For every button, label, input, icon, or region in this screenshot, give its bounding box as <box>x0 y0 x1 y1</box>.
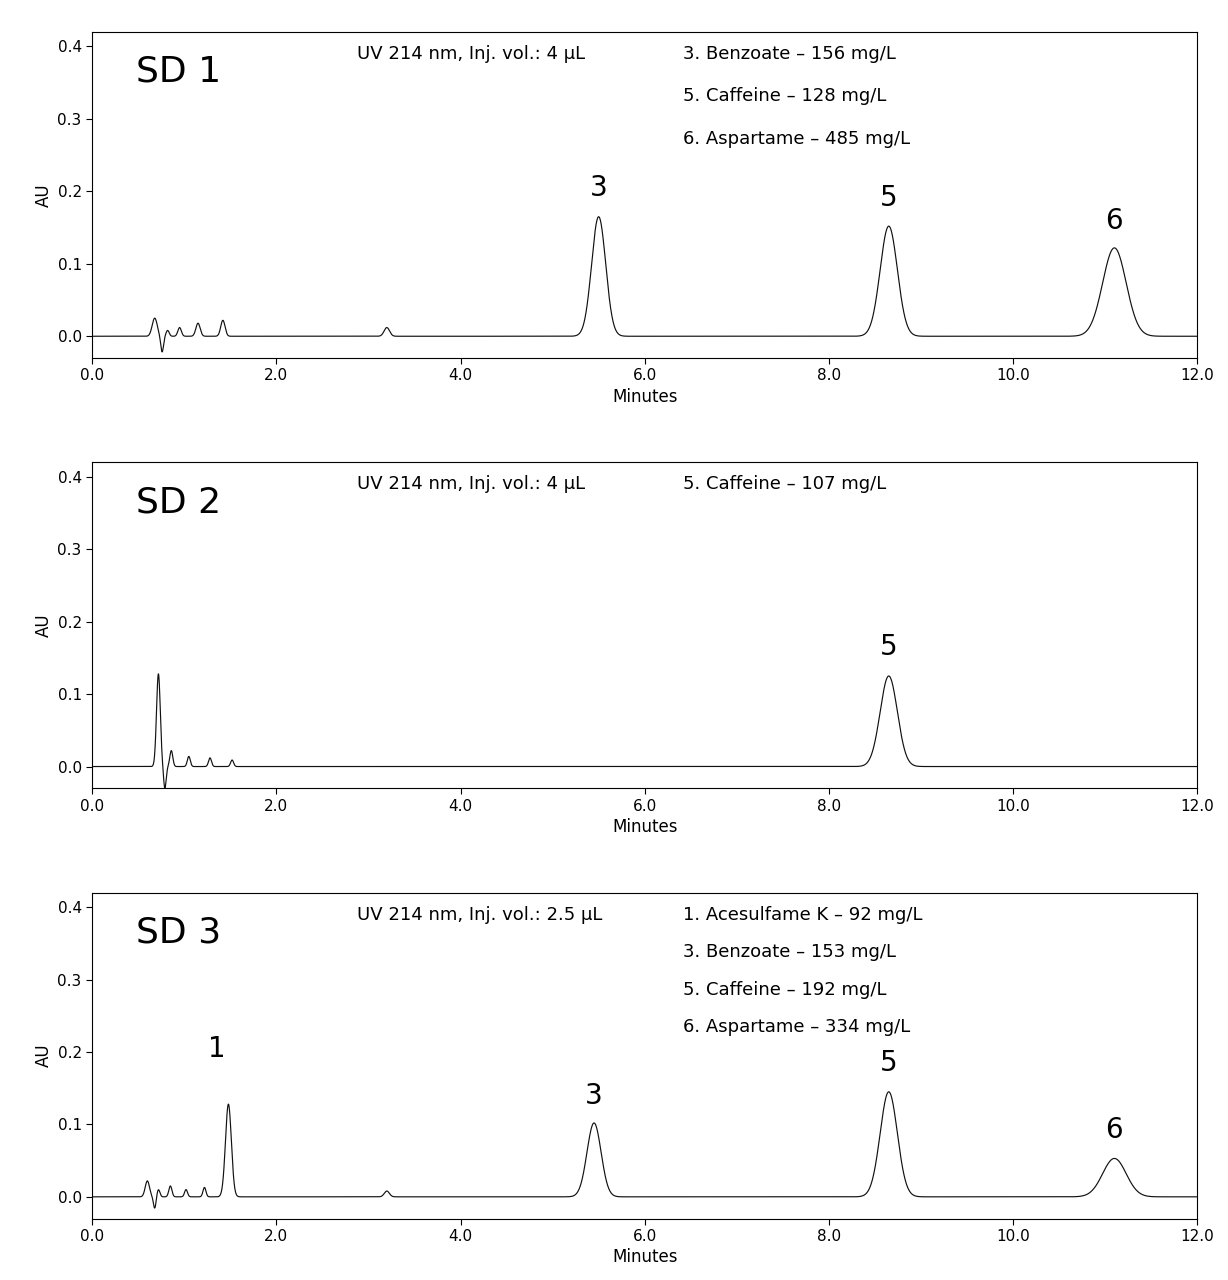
X-axis label: Minutes: Minutes <box>612 1248 678 1266</box>
X-axis label: Minutes: Minutes <box>612 388 678 406</box>
Text: 5. Caffeine – 107 mg/L: 5. Caffeine – 107 mg/L <box>684 475 887 493</box>
Y-axis label: AU: AU <box>36 613 53 637</box>
Text: 6: 6 <box>1105 1116 1124 1144</box>
Text: 5. Caffeine – 192 mg/L: 5. Caffeine – 192 mg/L <box>684 980 887 998</box>
Y-axis label: AU: AU <box>36 1043 53 1068</box>
X-axis label: Minutes: Minutes <box>612 818 678 836</box>
Text: 6. Aspartame – 334 mg/L: 6. Aspartame – 334 mg/L <box>684 1018 911 1036</box>
Text: UV 214 nm, Inj. vol.: 4 μL: UV 214 nm, Inj. vol.: 4 μL <box>357 45 586 63</box>
Text: 1: 1 <box>208 1034 225 1062</box>
Text: 5: 5 <box>880 1050 898 1078</box>
Text: 6: 6 <box>1105 207 1124 234</box>
Text: 5. Caffeine – 128 mg/L: 5. Caffeine – 128 mg/L <box>684 87 887 105</box>
Text: 3. Benzoate – 153 mg/L: 3. Benzoate – 153 mg/L <box>684 943 896 961</box>
Text: 3: 3 <box>586 1082 603 1110</box>
Text: 1. Acesulfame K – 92 mg/L: 1. Acesulfame K – 92 mg/L <box>684 906 923 924</box>
Text: 6. Aspartame – 485 mg/L: 6. Aspartame – 485 mg/L <box>684 129 910 147</box>
Y-axis label: AU: AU <box>36 183 53 207</box>
Text: SD 2: SD 2 <box>136 485 221 520</box>
Text: SD 1: SD 1 <box>136 55 221 88</box>
Text: 3: 3 <box>589 174 608 202</box>
Text: UV 214 nm, Inj. vol.: 2.5 μL: UV 214 nm, Inj. vol.: 2.5 μL <box>357 906 603 924</box>
Text: UV 214 nm, Inj. vol.: 4 μL: UV 214 nm, Inj. vol.: 4 μL <box>357 475 586 493</box>
Text: 3. Benzoate – 156 mg/L: 3. Benzoate – 156 mg/L <box>684 45 896 63</box>
Text: SD 3: SD 3 <box>136 915 221 950</box>
Text: 5: 5 <box>880 183 898 211</box>
Text: 5: 5 <box>880 634 898 662</box>
